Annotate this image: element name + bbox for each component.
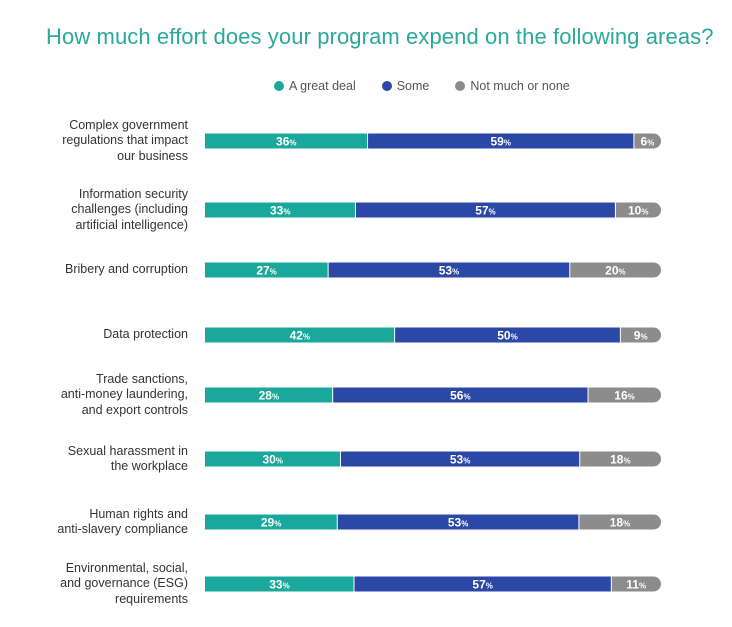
bar-row: 27% 53% 20%: [205, 262, 661, 278]
bar-row: 36% 59% 6%: [205, 133, 661, 149]
category-label-line: Information security: [78, 186, 188, 201]
category-label-line: artificial intelligence): [75, 217, 188, 232]
category-label: Data protection: [18, 327, 188, 343]
bar-row: 33% 57% 11%: [205, 576, 661, 592]
bar-row: 42% 50% 9%: [205, 327, 661, 343]
bar-segment-great-deal: [205, 451, 341, 467]
data-label-not-much: 18%: [610, 516, 630, 530]
data-label-great-deal: 36%: [276, 135, 296, 149]
category-label-line: Complex government: [69, 117, 188, 132]
bar-segment-not-much: [569, 262, 661, 278]
legend-swatch-great-deal: [274, 81, 284, 91]
category-label-line: and governance (ESG): [60, 576, 188, 591]
data-label-some: 53%: [450, 453, 470, 467]
category-label: Human rights and anti-slavery compliance: [18, 507, 188, 538]
bar-segment-some: [337, 514, 579, 530]
bar-segment-some: [394, 327, 621, 343]
bar-segment-some: [340, 451, 580, 467]
data-label-some: 57%: [472, 578, 492, 592]
bar-segment-not-much: [611, 576, 661, 592]
legend-swatch-some: [381, 81, 392, 91]
category-label: Bribery and corruption: [18, 262, 188, 278]
bar-row: 29% 53% 18%: [205, 514, 661, 530]
bar-segment-not-much: [579, 451, 661, 467]
data-label-some: 56%: [450, 389, 470, 403]
category-label-line: Bribery and corruption: [65, 262, 188, 277]
data-label-not-much: 16%: [614, 389, 634, 403]
data-label-some: 50%: [497, 329, 517, 343]
category-label-line: Trade sanctions,: [96, 371, 188, 386]
data-label-not-much: 10%: [628, 204, 648, 218]
bar-segment-not-much: [578, 514, 661, 530]
bar-segment-not-much: [615, 202, 661, 218]
category-label-line: Human rights and: [89, 506, 188, 521]
bar-segment-great-deal: [205, 133, 368, 149]
bar-segment-great-deal: [205, 514, 338, 530]
data-label-great-deal: 42%: [290, 329, 310, 343]
data-label-some: 57%: [475, 204, 495, 218]
bar-row: 33% 57% 10%: [205, 202, 661, 218]
category-label: Environmental, social, and governance (ES…: [18, 561, 188, 608]
category-label-line: regulations that impact: [62, 133, 188, 148]
bar-segment-some: [353, 576, 612, 592]
data-label-great-deal: 30%: [262, 453, 282, 467]
chart-title: How much effort does your program expend…: [46, 24, 714, 49]
category-label: Complex government regulations that impac…: [18, 118, 188, 165]
data-label-some: 53%: [448, 516, 468, 530]
bar-row: 28% 56% 16%: [205, 387, 661, 403]
bar-segment-some: [332, 387, 589, 403]
data-label-not-much: 18%: [610, 453, 630, 467]
category-label-line: Data protection: [103, 327, 188, 342]
data-label-not-much: 11%: [626, 578, 646, 592]
bar-segment-great-deal: [205, 202, 356, 218]
legend-label-not-much: Not much or none: [470, 79, 570, 93]
bar-segment-great-deal: [205, 327, 395, 343]
legend-item-great-deal: A great deal: [274, 79, 356, 93]
category-label-line: challenges (including: [71, 202, 188, 217]
category-label-line: Sexual harassment in: [67, 443, 188, 458]
bar-segment-some: [367, 133, 634, 149]
data-label-not-much: 20%: [605, 264, 625, 278]
data-label-some: 53%: [439, 264, 459, 278]
legend-swatch-not-much: [455, 81, 466, 91]
category-label-line: our business: [117, 148, 188, 163]
data-label-great-deal: 28%: [259, 389, 279, 403]
bar-segment-not-much: [620, 327, 661, 343]
legend: A great deal Some Not much or none: [274, 79, 570, 93]
bar-segment-some: [328, 262, 570, 278]
category-label: Information security challenges (includin…: [18, 187, 188, 234]
bar-segment-great-deal: [205, 576, 354, 592]
data-label-some: 59%: [490, 135, 510, 149]
legend-item-some: Some: [381, 79, 430, 93]
legend-item-not-much: Not much or none: [455, 79, 570, 93]
category-label-line: the workplace: [110, 459, 188, 473]
data-label-not-much: 6%: [641, 135, 655, 149]
bar-row: 30% 53% 18%: [205, 451, 661, 467]
bar-segment-not-much: [588, 387, 661, 403]
category-label-line: and export controls: [81, 402, 188, 417]
bar-segment-great-deal: [205, 262, 329, 278]
category-label-line: requirements: [115, 591, 188, 606]
legend-label-great-deal: A great deal: [289, 79, 356, 93]
category-label: Trade sanctions, anti-money laundering, an…: [18, 372, 188, 419]
category-label-line: Environmental, social,: [65, 560, 188, 575]
data-label-great-deal: 27%: [256, 264, 276, 278]
data-label-great-deal: 33%: [270, 204, 290, 218]
legend-label-some: Some: [396, 79, 430, 93]
category-label-line: anti-slavery compliance: [57, 522, 188, 536]
data-label-not-much: 9%: [634, 329, 648, 343]
bar-segment-some: [355, 202, 616, 218]
bar-segment-not-much: [633, 133, 661, 149]
data-label-great-deal: 33%: [269, 578, 289, 592]
bar-segment-great-deal: [205, 387, 333, 403]
category-label-line: anti-money laundering,: [60, 387, 188, 402]
data-label-great-deal: 29%: [261, 516, 281, 530]
category-label: Sexual harassment in the workplace: [18, 444, 188, 475]
